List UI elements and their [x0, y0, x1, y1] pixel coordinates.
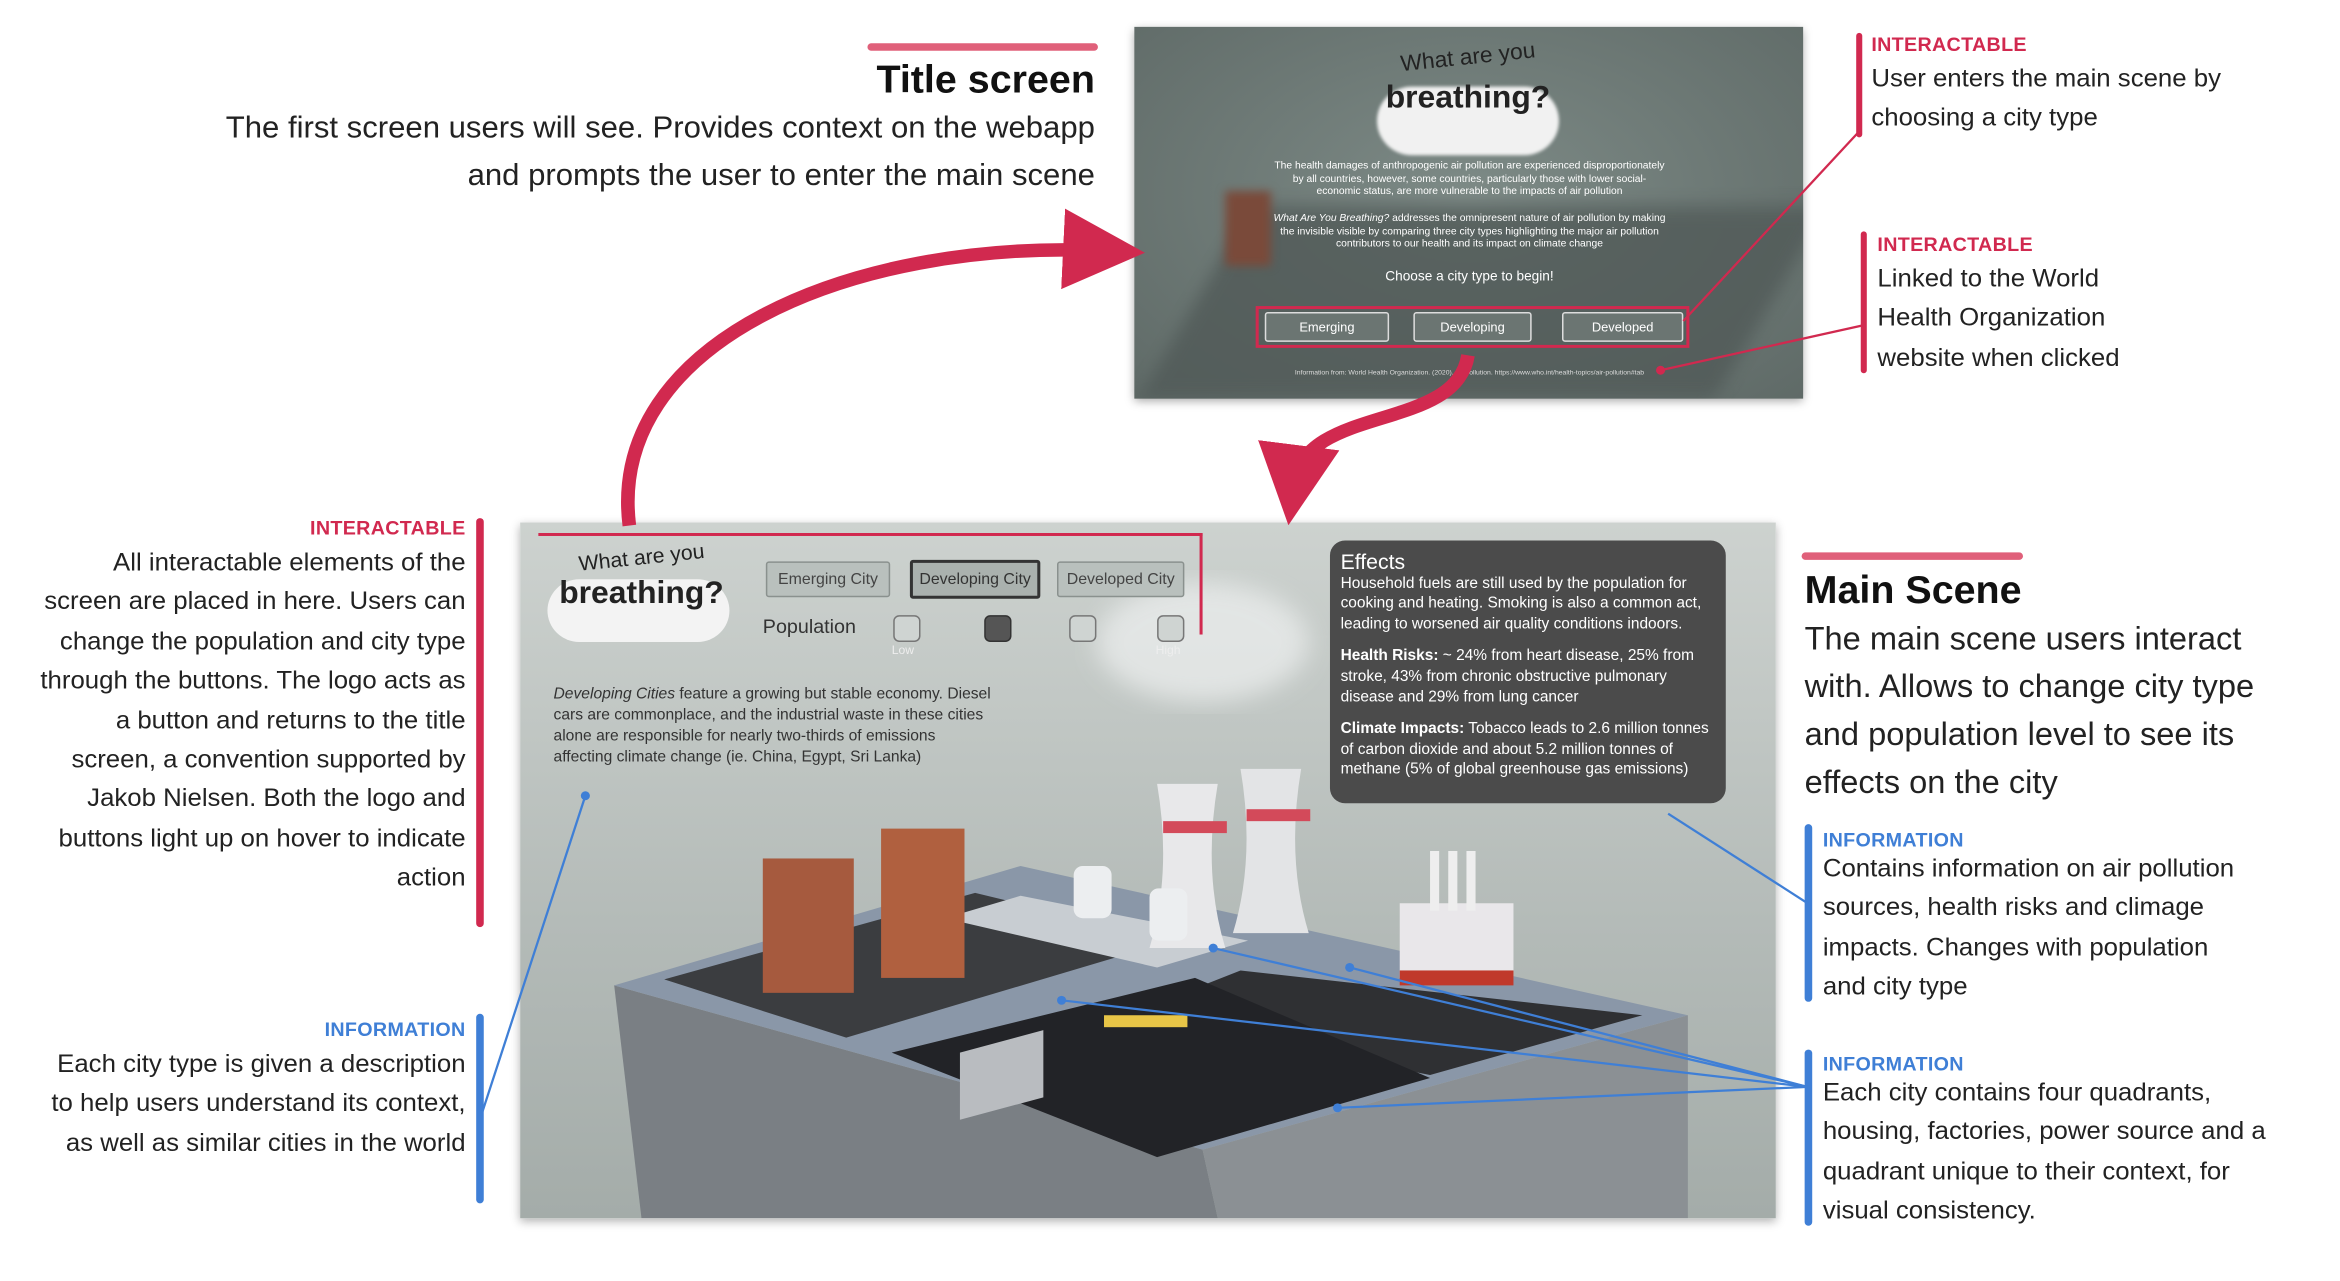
- annotation-bar: [476, 1013, 484, 1204]
- city-button: Developing City: [909, 559, 1041, 599]
- annotation-label: INTERACTABLE: [310, 516, 466, 539]
- footnote: Information from: World Health Organizat…: [1294, 368, 1645, 377]
- quadrant: [944, 895, 1249, 968]
- factory-base: [1399, 970, 1514, 986]
- city-button: Developed City: [1057, 561, 1185, 598]
- city-description: Developing Cities feature a growing but …: [554, 685, 997, 769]
- logo-line: What are you: [1399, 37, 1537, 78]
- accent-bar: [867, 43, 1098, 51]
- annotation-bar: [1804, 824, 1813, 1002]
- chimney: [1466, 851, 1476, 911]
- annotation-bar: [1804, 1049, 1813, 1226]
- intro-paragraph: The health damages of anthropogenic air …: [1274, 161, 1665, 198]
- smoke-cloud: [1096, 582, 1309, 702]
- annotation-text: User enters the main scene by choosing a…: [1871, 64, 2222, 132]
- logo-line: breathing?: [1385, 80, 1551, 115]
- city-button: Developing: [1413, 312, 1532, 342]
- title-screen-mockup: What are you breathing? The health damag…: [1134, 26, 1804, 399]
- tank: [1149, 888, 1188, 941]
- description-text: feature a growing but stable economy. Di…: [553, 686, 991, 766]
- cliff-left: [614, 985, 1218, 1219]
- housing: [762, 828, 965, 993]
- chimney: [1430, 851, 1440, 911]
- city-button: Developed: [1561, 312, 1684, 342]
- building: [762, 858, 854, 993]
- annotation-text: Each city type is given a description to…: [51, 1049, 466, 1157]
- city-button: Emerging City: [765, 561, 891, 598]
- effects-text: ~ 24% from heart disease, 25% from strok…: [1340, 648, 1694, 706]
- italic-title: What Are You Breathing?: [1273, 213, 1390, 224]
- tank: [1073, 865, 1112, 919]
- annotation-label: INTERACTABLE: [1877, 232, 2033, 256]
- population-toggle: [1157, 615, 1185, 642]
- annotation-label: INFORMATION: [324, 1018, 466, 1041]
- logo-cloud: [1376, 86, 1559, 156]
- annotation-label: INFORMATION: [1822, 1052, 1964, 1075]
- section-heading: Title screen: [876, 56, 1095, 102]
- city-button: Emerging: [1264, 312, 1390, 342]
- population-toggle: [1069, 615, 1097, 642]
- annotation-text: Contains information on air pollution so…: [1822, 853, 2235, 1001]
- paragraph-text: addresses the omnipresent nature of air …: [1280, 213, 1666, 250]
- prompt: Choose a city type to begin!: [1385, 268, 1554, 284]
- effects-label: Climate Impacts:: [1340, 721, 1465, 738]
- annotation-bar: [1856, 32, 1863, 138]
- effects-label: Health Risks:: [1340, 648, 1439, 665]
- tower-stripe: [1163, 821, 1227, 834]
- building: [881, 828, 965, 978]
- annotation-label: INTERACTABLE: [1871, 32, 2027, 56]
- chimney: [1448, 851, 1458, 911]
- italic-title: Developing Cities: [553, 686, 676, 704]
- annotation-text: Linked to the World Health Organization …: [1877, 264, 2120, 372]
- main-scene-mockup: What are you breathing? Emerging City De…: [520, 522, 1776, 1219]
- effects-health: Health Risks: ~ 24% from heart disease, …: [1341, 647, 1716, 708]
- population-low: Low: [891, 643, 914, 657]
- effects-intro: Household fuels are still used by the po…: [1340, 575, 1702, 633]
- population-label: Population: [762, 615, 856, 638]
- annotation-bar: [476, 518, 484, 928]
- factory-body: [1399, 903, 1514, 978]
- annotation-text: Each city contains four quadrants, housi…: [1822, 1077, 2266, 1225]
- factory: [1399, 851, 1514, 986]
- annotation-text: All interactable elements of the screen …: [40, 547, 466, 892]
- annotation-bar: [1860, 231, 1867, 374]
- effects-text: Tobacco leads to 2.6 million tonnes of c…: [1340, 721, 1709, 779]
- logo-line: breathing?: [559, 576, 724, 611]
- building: [959, 1030, 1044, 1120]
- cooling-tower: [1232, 768, 1309, 934]
- accent-bar: [1801, 552, 2024, 560]
- tower-stripe: [1246, 809, 1311, 822]
- population-toggle: [893, 615, 921, 642]
- section-heading: Main Scene: [1804, 567, 2022, 613]
- logo-cloud: [547, 579, 730, 642]
- population-toggle: [984, 615, 1012, 642]
- population-high: High: [1155, 643, 1181, 657]
- section-description: The first screen users will see. Provide…: [225, 110, 1095, 193]
- effects-climate: Climate Impacts: Tobacco leads to 2.6 mi…: [1341, 720, 1716, 781]
- highlight-frame: [538, 533, 1203, 635]
- effects-panel: Effects Household fuels are still used b…: [1329, 540, 1726, 804]
- blurred-building: [1225, 191, 1271, 266]
- intro-paragraph: What Are You Breathing? addresses the om…: [1271, 213, 1668, 251]
- power-plant: [1073, 768, 1311, 949]
- canopy: [1104, 1015, 1188, 1028]
- section-description: The main scene users interact with. Allo…: [1804, 621, 2255, 801]
- effects-title: Effects: [1340, 549, 1406, 574]
- annotation-label: INFORMATION: [1822, 828, 1964, 852]
- flow-arrow: [621, 208, 1145, 527]
